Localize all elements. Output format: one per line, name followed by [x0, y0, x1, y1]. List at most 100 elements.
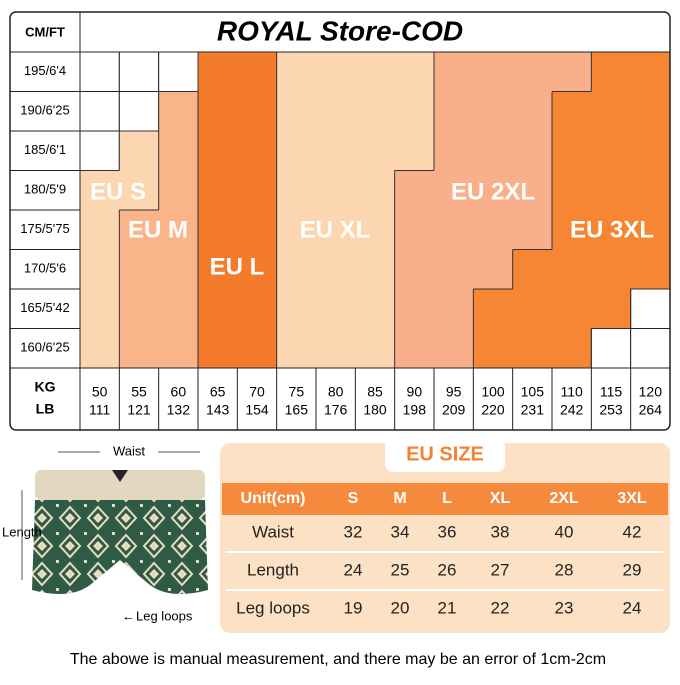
table-cell: 34	[391, 522, 410, 541]
lb-label: 198	[403, 402, 427, 418]
table-cell: 40	[555, 522, 574, 541]
lb-label: 231	[521, 402, 545, 418]
kg-label: 90	[407, 384, 423, 400]
size-cell	[512, 249, 553, 290]
lb-label: 264	[639, 402, 663, 418]
kg-label: 120	[639, 384, 663, 400]
size-cell	[276, 170, 317, 211]
lb-label: 176	[324, 402, 348, 418]
size-table: Unit(cm) S M L XL 2XL 3XL Waist 32 34 36 38 40 42 Leng…	[226, 490, 664, 617]
lb-label: 132	[167, 402, 191, 418]
table-cell: 22	[491, 598, 510, 617]
table-header-cell: L	[442, 490, 452, 507]
size-cell	[237, 170, 278, 211]
kg-label: 80	[328, 384, 344, 400]
table-cell: 25	[391, 560, 410, 579]
size-cell	[80, 249, 120, 290]
size-cell	[198, 131, 238, 171]
table-header-cell: S	[348, 490, 359, 507]
arrow: ←	[122, 608, 135, 623]
size-cell	[434, 289, 474, 329]
size-cell	[630, 91, 671, 132]
table-header-band	[222, 483, 668, 515]
size-cell	[434, 170, 474, 211]
blank-cell	[79, 51, 120, 92]
table-header-cell: XL	[490, 490, 511, 507]
size-cell	[434, 210, 474, 250]
size-cell	[355, 249, 396, 290]
size-cell	[552, 170, 592, 211]
size-grid: 195/6'4 190/6'25 185/6'1 180/5'9 175/5'75 170…	[10, 51, 671, 369]
size-cell	[630, 131, 671, 171]
lb-label: 209	[442, 402, 466, 418]
table-cell: 24	[344, 560, 363, 579]
size-cell	[316, 210, 356, 250]
size-cell	[552, 328, 592, 369]
blank-cell	[590, 328, 632, 369]
lb-label: 180	[363, 402, 387, 418]
size-cell	[158, 131, 199, 171]
size-cell	[552, 289, 592, 329]
table-cell: 19	[344, 598, 363, 617]
height-label: 160/6'25	[20, 340, 69, 355]
size-cell	[198, 210, 238, 250]
blank-cell	[630, 328, 671, 369]
size-cell	[80, 210, 120, 250]
size-cell	[591, 289, 632, 329]
table-cell: 24	[623, 598, 642, 617]
lb-label: 143	[206, 402, 230, 418]
footnote: The abowe is manual measurement, and the…	[70, 651, 606, 668]
size-cell	[473, 91, 514, 132]
lb-label: 253	[599, 402, 623, 418]
length-label: Length	[2, 524, 42, 539]
size-cell	[434, 131, 474, 171]
size-cell	[630, 170, 671, 211]
height-header: CM/FT	[25, 24, 65, 39]
blank-cell	[630, 288, 671, 329]
kg-label: 100	[481, 384, 505, 400]
size-cell	[237, 210, 278, 250]
chart-title: ROYAL Store-COD	[217, 15, 463, 46]
size-cell	[316, 91, 356, 132]
size-cell	[198, 289, 238, 329]
blank-cell	[118, 51, 160, 92]
size-cell	[591, 210, 632, 250]
kg-label: 70	[249, 384, 265, 400]
size-cell	[316, 289, 356, 329]
height-label: 185/6'1	[24, 142, 66, 157]
size-cell	[119, 328, 160, 369]
size-cell	[237, 91, 278, 132]
lb-label: 242	[560, 402, 584, 418]
lb-label: 121	[127, 402, 151, 418]
table-cell: 38	[491, 522, 510, 541]
size-cell	[473, 249, 514, 290]
size-cell	[394, 249, 435, 290]
region-label: EU 2XL	[451, 178, 535, 205]
size-cell	[394, 170, 435, 211]
kg-label: 115	[600, 384, 623, 400]
size-cell	[158, 289, 199, 329]
size-cell	[316, 170, 356, 211]
blank-cell	[79, 130, 120, 171]
size-cell	[473, 210, 514, 250]
blank-cell	[79, 91, 120, 132]
size-cell	[434, 249, 474, 290]
waistband	[35, 470, 205, 500]
size-cell	[119, 249, 160, 290]
size-cell	[512, 131, 553, 171]
table-cell: 36	[438, 522, 457, 541]
size-cell	[552, 249, 592, 290]
size-cell	[158, 91, 199, 132]
size-cell	[630, 210, 671, 250]
size-cell	[591, 131, 632, 171]
region-label: EU S	[90, 178, 146, 205]
size-cell	[512, 328, 553, 369]
size-cell	[473, 328, 514, 369]
size-cell	[158, 249, 199, 290]
size-cell	[119, 210, 160, 250]
size-cell	[198, 170, 238, 211]
size-cell	[355, 170, 396, 211]
size-cell	[119, 289, 160, 329]
size-cell	[158, 210, 199, 250]
